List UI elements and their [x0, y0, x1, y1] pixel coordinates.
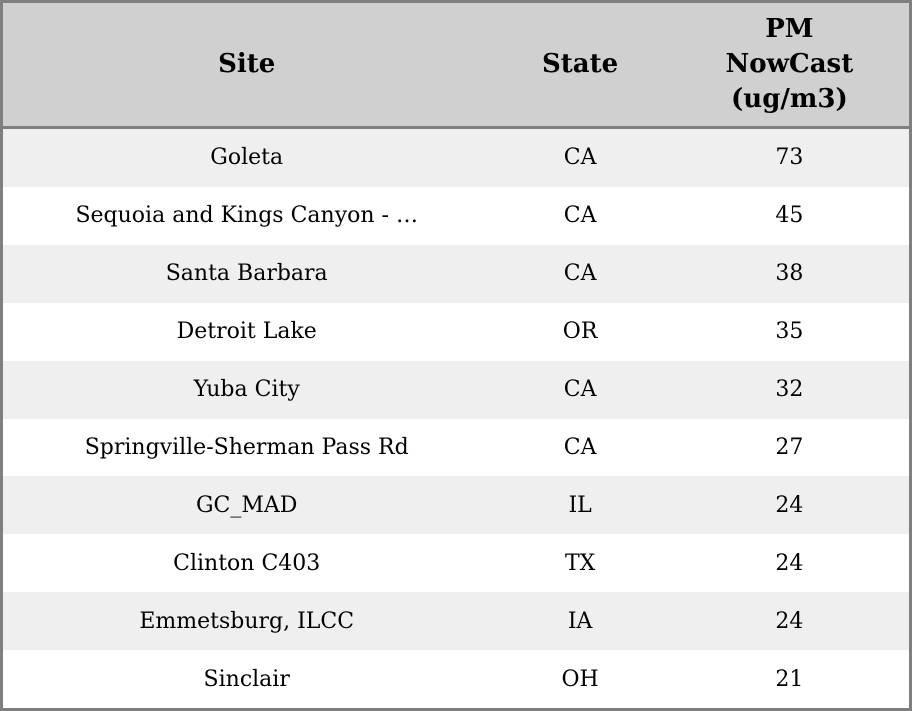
- pm-cell: 27: [775, 434, 804, 460]
- table-body: Goleta CA 73 Sequoia and Kings Canyon - …: [3, 129, 909, 708]
- pm-cell: 38: [775, 261, 804, 287]
- site-cell: Springville-Sherman Pass Rd: [84, 434, 409, 460]
- pm-cell: 32: [775, 377, 804, 403]
- pm-cell: 24: [775, 492, 804, 518]
- column-header-pm-nowcast[interactable]: PM NowCast (ug/m3): [670, 12, 909, 117]
- pm-cell: 24: [775, 608, 804, 634]
- state-cell: TX: [564, 550, 596, 576]
- site-cell: Yuba City: [193, 377, 300, 403]
- state-cell: CA: [563, 145, 597, 171]
- table-row[interactable]: Yuba City CA 32: [3, 360, 909, 419]
- column-header-site[interactable]: Site: [218, 48, 276, 79]
- pm-cell: 73: [775, 145, 804, 171]
- table-row[interactable]: Springville-Sherman Pass Rd CA 27: [3, 418, 909, 477]
- table-header-row: Site State PM NowCast (ug/m3): [3, 3, 909, 129]
- table-row[interactable]: Sinclair OH 21: [3, 650, 909, 708]
- site-cell: Santa Barbara: [165, 261, 328, 287]
- site-cell: Sinclair: [203, 666, 290, 692]
- table-row[interactable]: Detroit Lake OR 35: [3, 302, 909, 361]
- site-cell: Emmetsburg, ILCC: [139, 608, 355, 634]
- state-cell: CA: [563, 377, 597, 403]
- site-cell: Sequoia and Kings Canyon - …: [75, 203, 418, 229]
- state-cell: CA: [563, 261, 597, 287]
- pm-header-line-2: NowCast: [725, 48, 854, 79]
- pm-cell: 21: [775, 666, 804, 692]
- site-cell: Goleta: [210, 145, 284, 171]
- pm-header-line-3: (ug/m3): [730, 84, 848, 115]
- table-row[interactable]: Emmetsburg, ILCC IA 24: [3, 592, 909, 651]
- site-cell: Detroit Lake: [176, 319, 317, 345]
- pm-header-line-1: PM: [765, 13, 814, 44]
- column-header-state[interactable]: State: [542, 48, 619, 79]
- state-cell: CA: [563, 434, 597, 460]
- site-cell: GC_MAD: [195, 492, 298, 518]
- state-cell: OR: [562, 319, 598, 345]
- table-row[interactable]: Clinton C403 TX 24: [3, 534, 909, 593]
- state-cell: IL: [568, 492, 592, 518]
- table-row[interactable]: Santa Barbara CA 38: [3, 244, 909, 303]
- state-cell: CA: [563, 203, 597, 229]
- table-row[interactable]: GC_MAD IL 24: [3, 476, 909, 535]
- pm-cell: 24: [775, 550, 804, 576]
- state-cell: IA: [567, 608, 593, 634]
- state-cell: OH: [561, 666, 599, 692]
- table-row[interactable]: Goleta CA 73: [3, 129, 909, 187]
- site-cell: Clinton C403: [173, 550, 321, 576]
- table-row[interactable]: Sequoia and Kings Canyon - … CA 45: [3, 186, 909, 245]
- pm-cell: 45: [775, 203, 804, 229]
- pm-cell: 35: [775, 319, 804, 345]
